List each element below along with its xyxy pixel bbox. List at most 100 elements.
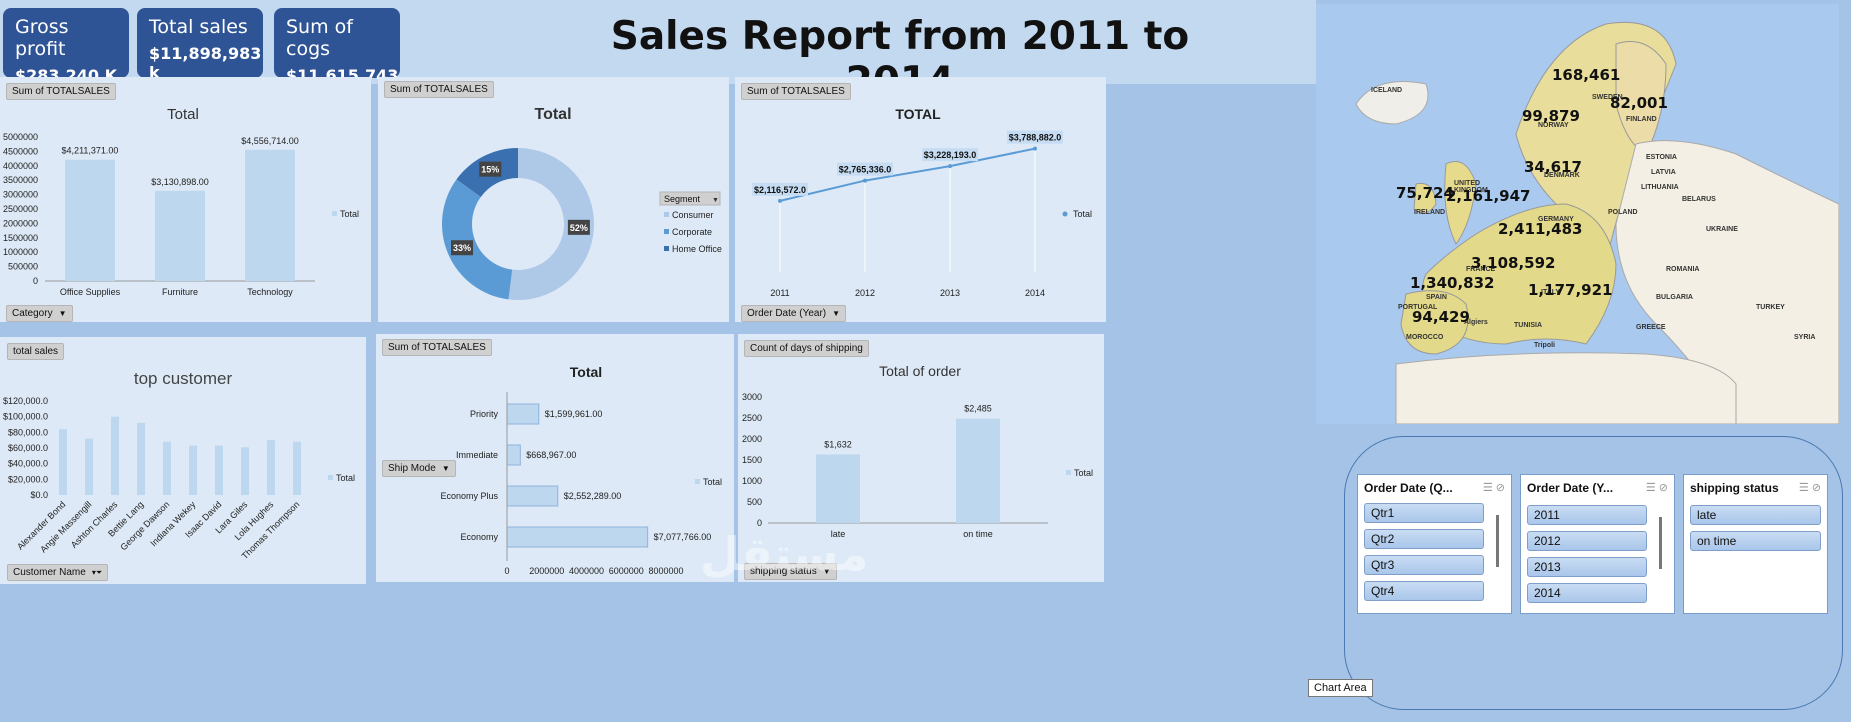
value-field-pill[interactable]: Sum of TOTALSALES <box>384 81 494 98</box>
map-shapes <box>1355 21 1839 424</box>
country-label: DENMARK <box>1544 172 1580 179</box>
year-chart-panel[interactable]: Sum of TOTALSALES TOTAL $2,116,572.0 2011 $… <box>735 77 1106 322</box>
value-field-pill[interactable]: total sales <box>7 343 65 360</box>
slicer-item[interactable]: Qtr2 <box>1364 529 1484 549</box>
y-tick-label: 1500000 <box>3 233 38 243</box>
country-label: POLAND <box>1608 209 1638 216</box>
value-field-pill[interactable]: Sum of TOTALSALES <box>382 339 492 356</box>
map-value-spain: 1,340,832 <box>1410 274 1495 292</box>
shipmode-field-button[interactable]: Ship Mode ▼ <box>382 460 456 477</box>
country-label: BELARUS <box>1682 196 1716 203</box>
country-label: ITALY <box>1541 289 1561 296</box>
bar <box>267 440 275 495</box>
y-tick-label: $120,000.0 <box>3 396 48 406</box>
slicer-item[interactable]: on time <box>1690 531 1821 551</box>
slicer-item[interactable]: Qtr4 <box>1364 581 1484 601</box>
clear-filter-icon[interactable]: ☰ ⊘ <box>1482 482 1505 494</box>
slicer-item[interactable]: Qtr1 <box>1364 503 1484 523</box>
year-line-chart[interactable]: TOTAL $2,116,572.0 2011 $2,765,336.0 2012 $3,… <box>735 77 1106 322</box>
chart-title: Total of order <box>879 363 961 379</box>
x-tick-label: 6000000 <box>609 566 644 576</box>
y-tick-label: $40,000.0 <box>8 459 48 469</box>
slicer-title: Order Date (Y... <box>1527 481 1614 495</box>
segment-donut-chart[interactable]: Total 52% 33% 15% Segment ▼ Consumer Corporate H… <box>378 77 729 322</box>
country-label: TURKEY <box>1756 304 1785 311</box>
slicer-item[interactable]: 2011 <box>1527 505 1647 525</box>
segment-chart-panel[interactable]: Sum of TOTALSALES Total 52% 33% 15% Segment ▼… <box>378 77 729 322</box>
y-tick-label: 0 <box>757 518 762 528</box>
legend-swatch <box>664 229 669 234</box>
value-field-pill[interactable]: Sum of TOTALSALES <box>741 83 851 100</box>
legend-label: Total <box>1074 468 1093 478</box>
data-label: $2,116,572.0 <box>754 185 806 195</box>
map-value-sweden: 168,461 <box>1552 66 1621 84</box>
map-value-finland: 82,001 <box>1610 94 1668 112</box>
y-tick-label: 500 <box>747 497 762 507</box>
dropdown-arrow-icon: ▼ <box>712 197 719 204</box>
category-chart-panel[interactable]: Sum of TOTALSALES Total 0 500000 1000000 150… <box>0 77 371 322</box>
shipmode-chart-panel[interactable]: Sum of TOTALSALES Total Priority $1,599,96… <box>376 334 734 582</box>
slicer-title: Order Date (Q... <box>1364 481 1453 495</box>
clear-filter-icon[interactable]: ☰ ⊘ <box>1798 482 1821 494</box>
x-tick-label: Furniture <box>162 287 198 297</box>
shipping-bar-chart[interactable]: Total of order 0 500 1000 1500 2000 2500 3000 $1… <box>738 334 1104 582</box>
legend-title: Segment <box>664 194 701 204</box>
bar <box>215 445 223 495</box>
country-label: NORWAY <box>1538 122 1569 129</box>
customer-chart-panel[interactable]: total sales top customer $0.0 $20,000.0 $40… <box>0 337 366 584</box>
country-label: GERMANY <box>1538 216 1574 223</box>
europe-map[interactable]: ICELAND SWEDEN NORWAY FINLAND ESTONIA LA… <box>1316 4 1839 424</box>
country-label: ESTONIA <box>1646 154 1677 161</box>
y-tick-label: 2500 <box>742 413 762 423</box>
iceland-shape <box>1355 81 1429 125</box>
slicer-shipping-status[interactable]: shipping status ☰ ⊘ late on time <box>1683 474 1828 614</box>
value-field-pill[interactable]: Sum of TOTALSALES <box>6 83 116 100</box>
y-tick-label: $100,000.0 <box>3 412 48 422</box>
y-tick-label: 1000000 <box>3 247 38 257</box>
data-label: $1,599,961.00 <box>545 409 603 419</box>
shipping-field-button[interactable]: shipping status ▼ <box>744 563 837 580</box>
y-tick-label: 1500 <box>742 455 762 465</box>
map-value-germany: 2,411,483 <box>1498 220 1583 238</box>
data-label: $4,556,714.00 <box>241 136 299 146</box>
clear-filter-icon[interactable]: ☰ ⊘ <box>1645 482 1668 494</box>
country-label: SYRIA <box>1794 334 1816 341</box>
slicer-order-quarter[interactable]: Order Date (Q... ☰ ⊘ Qtr1 Qtr2 Qtr3 Qtr4 <box>1357 474 1512 614</box>
slicer-item[interactable]: 2014 <box>1527 583 1647 603</box>
order-year-field-button[interactable]: Order Date (Year) ▼ <box>741 305 847 322</box>
slicer-item[interactable]: 2012 <box>1527 531 1647 551</box>
data-label: $3,788,882.0 <box>1009 133 1062 143</box>
shipmode-bar-chart[interactable]: Total Priority $1,599,961.00 Immediate $668,… <box>376 334 734 582</box>
map-value-italy: 1,177,921 <box>1528 281 1613 299</box>
x-tick-label: Technology <box>247 287 293 297</box>
slicer-scrollbar[interactable] <box>1659 517 1662 569</box>
slicer-item[interactable]: late <box>1690 505 1821 525</box>
field-label: Ship Mode <box>388 463 436 474</box>
slicer-item[interactable]: 2013 <box>1527 557 1647 577</box>
country-label: Algiers <box>1464 319 1488 326</box>
shipping-chart-panel[interactable]: Count of days of shipping Total of order… <box>738 334 1104 582</box>
data-label-box <box>752 182 808 196</box>
x-tick-label: 2012 <box>855 288 875 298</box>
y-tick-label: $80,000.0 <box>8 427 48 437</box>
chart-title: top customer <box>134 369 233 388</box>
value-field-pill[interactable]: Count of days of shipping <box>744 340 869 357</box>
slicer-scrollbar[interactable] <box>1496 515 1499 567</box>
field-label: Order Date (Year) <box>747 308 827 319</box>
category-bar-chart[interactable]: Total 0 500000 1000000 1500000 2000000 2500000… <box>0 77 371 322</box>
customer-bar-chart[interactable]: top customer $0.0 $20,000.0 $40,000.0 $60,00… <box>0 337 366 584</box>
data-label-box <box>1007 130 1063 144</box>
x-tick-label: 2011 <box>770 288 789 298</box>
y-tick-label: $60,000.0 <box>8 443 48 453</box>
customer-field-button[interactable]: Customer Name ▾⏷ <box>7 564 109 581</box>
slicer-order-year[interactable]: Order Date (Y... ☰ ⊘ 2011 2012 2013 2014 <box>1520 474 1675 614</box>
category-field-button[interactable]: Category ▼ <box>6 305 73 322</box>
y-tick-label: 5000000 <box>3 132 38 142</box>
data-point <box>778 198 782 203</box>
dropdown-arrow-icon: ▼ <box>822 567 831 576</box>
slicer-item[interactable]: Qtr3 <box>1364 555 1484 575</box>
slice-label-box <box>479 161 502 177</box>
bar <box>155 190 205 281</box>
kpi-sum-of-cogs: Sum of cogs $11,615,743 <box>274 8 400 85</box>
y-tick-label: 1000 <box>742 476 762 486</box>
